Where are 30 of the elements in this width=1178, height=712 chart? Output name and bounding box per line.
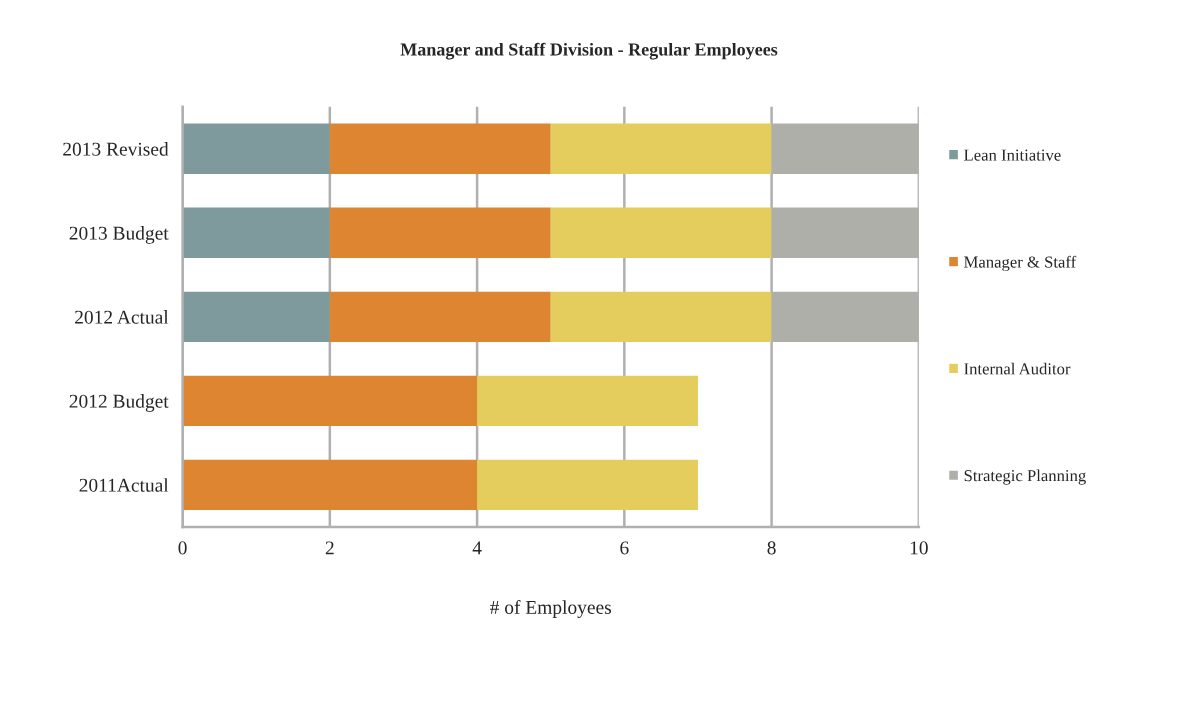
- x-tick-label: 10: [910, 541, 928, 555]
- bar: [182, 459, 478, 511]
- x-tick-label: 4: [472, 541, 482, 555]
- bar: [329, 291, 551, 343]
- legend-label: Internal Auditor: [964, 362, 1071, 375]
- y-tick-label: 2012 Budget: [69, 394, 169, 412]
- x-tick-label: 8: [767, 541, 776, 555]
- bar: [550, 291, 772, 343]
- bar: [182, 375, 478, 427]
- legend-label: Strategic Planning: [964, 469, 1086, 485]
- bar: [329, 123, 551, 175]
- bar: [329, 207, 551, 259]
- y-tick-label: 2013 Budget: [69, 226, 169, 244]
- chart-title: Manager and Staff Division - Regular Employees: [400, 42, 778, 60]
- y-tick-label: 2012 Actual: [75, 310, 169, 324]
- x-tick-label: 2: [325, 541, 334, 555]
- bar: [182, 291, 330, 343]
- x-tick-label: 0: [178, 541, 187, 555]
- y-tick-label: 2013 Revised: [63, 142, 169, 156]
- bar: [477, 459, 698, 511]
- x-axis-title: # of Employees: [490, 600, 612, 618]
- legend-label: Manager & Staff: [964, 255, 1077, 272]
- bar: [550, 207, 772, 259]
- bar: [182, 207, 330, 259]
- bar: [477, 375, 698, 427]
- bar: [182, 123, 330, 175]
- bar: [550, 123, 772, 175]
- y-tick-label: 2011Actual: [79, 478, 169, 492]
- legend-label: Lean Initiative: [964, 149, 1061, 161]
- x-tick-label: 6: [620, 541, 629, 555]
